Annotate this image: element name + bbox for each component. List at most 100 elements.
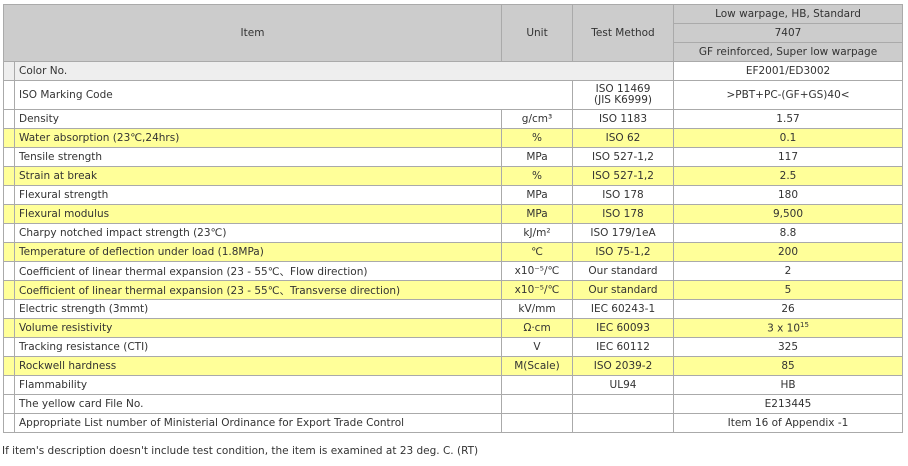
row-spacer [3, 147, 15, 167]
row-item: Temperature of deflection under load (1.… [14, 242, 502, 262]
header-unit: Unit [501, 4, 573, 62]
row-item: Electric strength (3mmt) [14, 299, 502, 319]
row-method: ISO 178 [572, 185, 674, 205]
row-value: 117 [673, 147, 903, 167]
row-item: The yellow card File No. [14, 394, 502, 414]
row-spacer [3, 413, 15, 433]
row-method: ISO 2039-2 [572, 356, 674, 376]
row-unit: MPa [501, 204, 573, 224]
value-text: 3 x 10 [767, 322, 800, 335]
row-unit: x10⁻⁵/℃ [501, 280, 573, 300]
row-value: 5 [673, 280, 903, 300]
row-spacer [3, 185, 15, 205]
row-item: Coefficient of linear thermal expansion … [14, 280, 502, 300]
row-unit: ℃ [501, 242, 573, 262]
iso-value: >PBT+PC-(GF+GS)40< [673, 80, 903, 110]
table-row: Coefficient of linear thermal expansion … [3, 261, 903, 281]
row-spacer [3, 337, 15, 357]
table-row: Tensile strength MPa ISO 527-1,2 117 [3, 147, 903, 167]
table-row: Charpy notched impact strength (23℃) kJ/m… [3, 223, 903, 243]
row-item: Rockwell hardness [14, 356, 502, 376]
row-value: 8.8 [673, 223, 903, 243]
row-unit: MPa [501, 185, 573, 205]
row-unit: % [501, 166, 573, 186]
row-item: Volume resistivity [14, 318, 502, 338]
table-row: Electric strength (3mmt) kV/mm IEC 60243-1… [3, 299, 903, 319]
row-spacer [3, 128, 15, 148]
row-item: Density [14, 109, 502, 129]
row-unit: M(Scale) [501, 356, 573, 376]
row-value: E213445 [673, 394, 903, 414]
row-value: 1.57 [673, 109, 903, 129]
row-unit: V [501, 337, 573, 357]
row-method: IEC 60243-1 [572, 299, 674, 319]
row-unit: g/cm³ [501, 109, 573, 129]
value-text: HB [780, 379, 796, 391]
color-row: Color No. EF2001/ED3002 [3, 61, 903, 81]
row-method: ISO 179/1eA [572, 223, 674, 243]
iso-method-2: (JIS K6999) [594, 94, 652, 106]
row-item: Charpy notched impact strength (23℃) [14, 223, 502, 243]
table-row: Flammability UL94 HB [3, 375, 903, 395]
row-spacer [3, 280, 15, 300]
row-method: ISO 178 [572, 204, 674, 224]
row-value: 2 [673, 261, 903, 281]
row-item: Water absorption (23℃,24hrs) [14, 128, 502, 148]
row-unit: kV/mm [501, 299, 573, 319]
header-grade-sub: GF reinforced, Super low warpage [673, 42, 903, 62]
row-item: Tensile strength [14, 147, 502, 167]
table-row: Flexural strength MPa ISO 178 180 [3, 185, 903, 205]
row-spacer [3, 204, 15, 224]
iso-row: ISO Marking Code ISO 11469 (JIS K6999) >P… [3, 80, 903, 110]
row-value: 0.1 [673, 128, 903, 148]
row-value: 325 [673, 337, 903, 357]
row-spacer [3, 223, 15, 243]
row-value: 9,500 [673, 204, 903, 224]
row-method: Our standard [572, 261, 674, 281]
table-row: Temperature of deflection under load (1.… [3, 242, 903, 262]
row-method: ISO 527-1,2 [572, 147, 674, 167]
value-text: 5 [784, 284, 792, 296]
row-method [572, 413, 674, 433]
row-unit [501, 375, 573, 395]
row-unit: x10⁻⁵/℃ [501, 261, 573, 281]
row-item: Tracking resistance (CTI) [14, 337, 502, 357]
row-unit: MPa [501, 147, 573, 167]
row-value: 26 [673, 299, 903, 319]
row-item: Flexural modulus [14, 204, 502, 224]
value-text: 117 [777, 151, 799, 163]
row-method: UL94 [572, 375, 674, 395]
value-text: 26 [781, 303, 795, 315]
row-value: 2.5 [673, 166, 903, 186]
row-spacer [3, 375, 15, 395]
row-method: ISO 527-1,2 [572, 166, 674, 186]
value-exponent: 15 [800, 321, 809, 330]
row-value: 200 [673, 242, 903, 262]
row-method [572, 394, 674, 414]
row-unit [501, 394, 573, 414]
color-value: EF2001/ED3002 [673, 61, 903, 81]
table-row: Tracking resistance (CTI) V IEC 60112 325 [3, 337, 903, 357]
row-spacer [3, 318, 15, 338]
row-unit: kJ/m² [501, 223, 573, 243]
table-row: Volume resistivity Ω·cm IEC 60093 3 x 1015 [3, 318, 903, 338]
table-row: The yellow card File No. E213445 [3, 394, 903, 414]
table-row: Rockwell hardness M(Scale) ISO 2039-2 85 [3, 356, 903, 376]
value-text: 8.8 [779, 227, 797, 239]
row-value: Item 16 of Appendix -1 [673, 413, 903, 433]
value-text: 9,500 [772, 208, 804, 220]
table-row: Strain at break% ISO 527-1,2 2.5 [3, 166, 903, 186]
row-spacer [3, 109, 15, 129]
value-text: 325 [777, 341, 799, 353]
row-spacer [3, 242, 15, 262]
properties-table: Item Unit Test Method Low warpage, HB, S… [3, 4, 903, 433]
table-row: Flexural modulus MPa ISO 178 9,500 [3, 204, 903, 224]
header-grade-desc: Low warpage, HB, Standard [673, 4, 903, 24]
row-unit: % [501, 128, 573, 148]
row-value: 3 x 1015 [673, 318, 903, 338]
row-item: Flexural strength [14, 185, 502, 205]
header-grade: 7407 [673, 23, 903, 43]
footnote: If item's description doesn't include te… [2, 445, 479, 457]
value-text: 0.1 [779, 132, 797, 144]
row-value: HB [673, 375, 903, 395]
